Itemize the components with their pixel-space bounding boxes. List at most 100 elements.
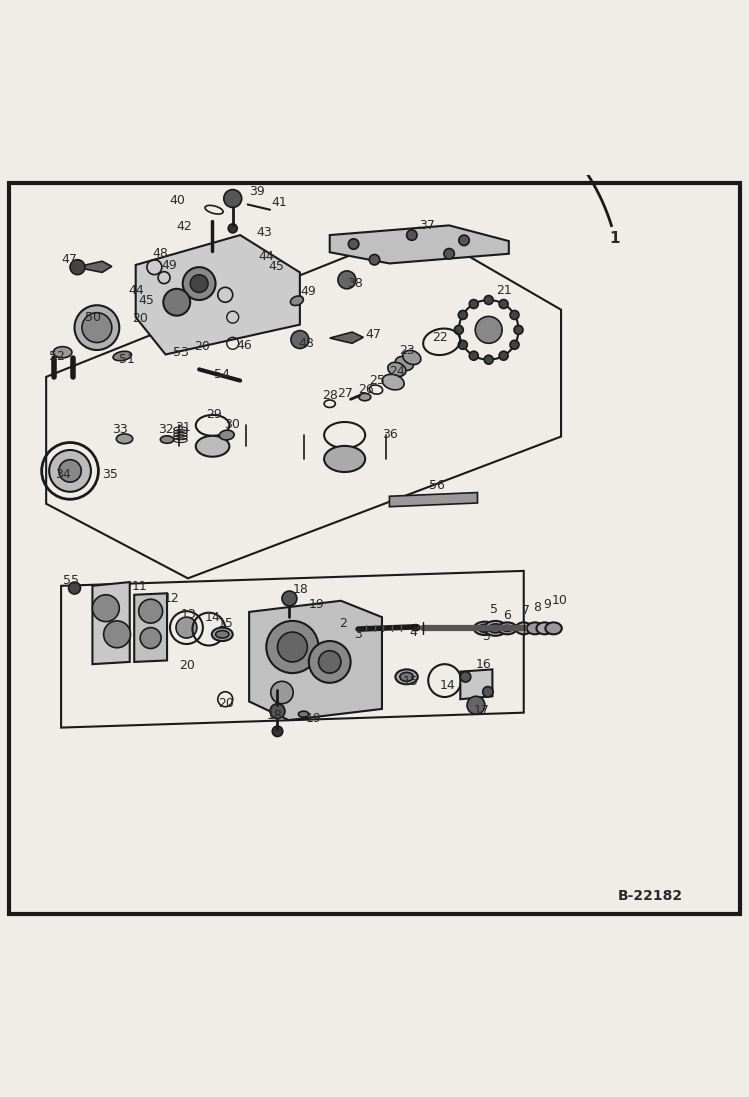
Ellipse shape [478, 624, 491, 632]
Circle shape [228, 224, 237, 233]
Text: 14: 14 [440, 679, 456, 692]
Ellipse shape [300, 610, 311, 617]
Text: 39: 39 [249, 184, 265, 197]
Text: 38: 38 [347, 278, 363, 291]
Text: 32: 32 [158, 422, 174, 436]
Text: 5: 5 [490, 603, 498, 617]
Text: 7: 7 [522, 604, 530, 618]
Text: 46: 46 [237, 339, 252, 351]
Circle shape [70, 260, 85, 274]
Ellipse shape [395, 669, 418, 685]
Text: 43: 43 [257, 226, 273, 239]
Text: 34: 34 [55, 467, 71, 480]
Text: 14: 14 [204, 611, 220, 624]
Text: 13: 13 [181, 608, 196, 621]
Ellipse shape [219, 430, 234, 440]
Ellipse shape [212, 627, 233, 641]
Ellipse shape [403, 350, 421, 364]
Text: 21: 21 [496, 284, 512, 297]
Circle shape [176, 618, 197, 638]
Text: 54: 54 [214, 369, 230, 382]
Text: 20: 20 [179, 659, 195, 672]
Text: 55: 55 [64, 575, 79, 587]
Text: 45: 45 [269, 260, 285, 273]
Circle shape [224, 190, 242, 207]
Text: 19: 19 [309, 598, 324, 611]
Text: 47: 47 [366, 328, 381, 341]
Ellipse shape [474, 622, 496, 635]
Text: 48: 48 [298, 337, 315, 350]
Text: 16: 16 [476, 658, 492, 671]
Circle shape [267, 621, 318, 674]
Circle shape [92, 595, 119, 622]
Ellipse shape [395, 357, 413, 371]
Text: 42: 42 [177, 219, 192, 233]
Circle shape [49, 450, 91, 491]
Text: 3: 3 [354, 629, 363, 641]
Ellipse shape [359, 394, 371, 400]
Circle shape [318, 651, 341, 674]
Circle shape [510, 310, 519, 319]
Circle shape [510, 340, 519, 349]
Text: 40: 40 [169, 194, 185, 207]
Text: 37: 37 [419, 219, 435, 233]
Ellipse shape [113, 351, 132, 361]
Text: B-22182: B-22182 [618, 889, 683, 903]
Ellipse shape [515, 622, 532, 634]
Ellipse shape [545, 622, 562, 634]
Text: 4: 4 [410, 625, 417, 638]
Text: 49: 49 [300, 285, 315, 297]
Ellipse shape [388, 362, 406, 376]
Text: 19: 19 [306, 712, 321, 725]
Ellipse shape [502, 625, 512, 632]
Circle shape [458, 340, 467, 349]
Ellipse shape [382, 374, 404, 389]
Text: 24: 24 [389, 365, 405, 378]
Text: 28: 28 [322, 389, 338, 403]
Text: 56: 56 [429, 478, 445, 491]
Text: 53: 53 [173, 346, 189, 359]
Polygon shape [136, 235, 300, 354]
Text: 30: 30 [224, 418, 240, 431]
Text: 5: 5 [482, 630, 491, 643]
Polygon shape [389, 493, 477, 507]
Text: 52: 52 [49, 350, 65, 363]
Circle shape [458, 310, 467, 319]
Text: 20: 20 [194, 340, 210, 353]
Polygon shape [92, 583, 130, 664]
Circle shape [499, 351, 508, 360]
Circle shape [514, 326, 523, 335]
Circle shape [74, 305, 119, 350]
Text: 23: 23 [399, 344, 415, 358]
Circle shape [59, 460, 81, 482]
Ellipse shape [195, 436, 229, 456]
Ellipse shape [298, 711, 309, 717]
Circle shape [163, 289, 190, 316]
Ellipse shape [324, 445, 366, 472]
Polygon shape [134, 593, 167, 661]
Text: 15: 15 [218, 617, 234, 630]
Text: 17: 17 [474, 704, 490, 717]
Text: 44: 44 [259, 250, 275, 263]
Ellipse shape [116, 434, 133, 443]
Circle shape [271, 681, 293, 703]
Ellipse shape [484, 621, 506, 636]
Circle shape [82, 313, 112, 342]
Circle shape [461, 671, 471, 682]
Circle shape [190, 274, 208, 293]
Ellipse shape [527, 622, 543, 634]
Text: 11: 11 [132, 579, 148, 592]
Circle shape [277, 632, 307, 661]
Text: 26: 26 [358, 383, 374, 396]
Circle shape [309, 641, 351, 682]
Text: 9: 9 [543, 598, 551, 611]
Text: 1: 1 [610, 230, 620, 246]
Text: 20: 20 [132, 313, 148, 326]
Text: 36: 36 [382, 428, 398, 441]
Circle shape [467, 697, 485, 714]
Text: 29: 29 [207, 408, 222, 421]
Circle shape [183, 268, 216, 299]
Circle shape [140, 627, 161, 648]
Text: 12: 12 [164, 592, 180, 606]
Polygon shape [249, 601, 382, 720]
